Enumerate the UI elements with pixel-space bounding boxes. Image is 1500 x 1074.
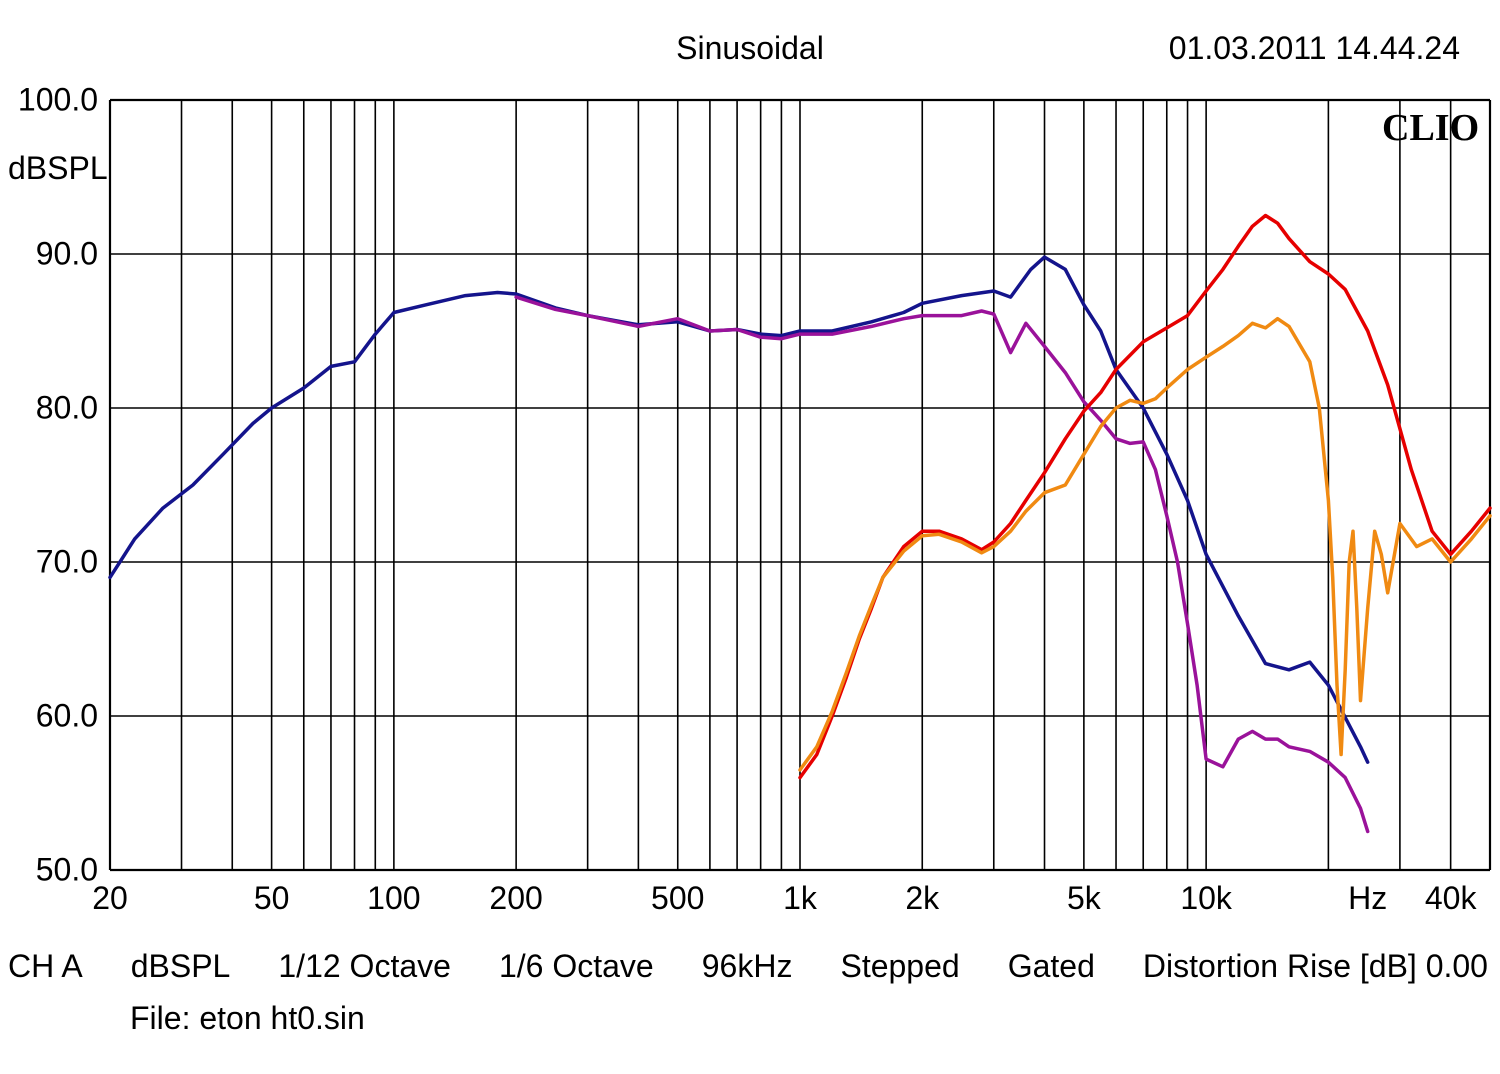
footer-item: 1/6 Octave xyxy=(499,948,654,985)
page-root: Sinusoidal 01.03.2011 14.44.24 dBSPL CLI… xyxy=(0,0,1500,1074)
footer-item: Gated xyxy=(1008,948,1095,985)
frequency-response-chart xyxy=(0,0,1500,1074)
x-tick: 2k xyxy=(905,880,939,917)
footer-item: 96kHz xyxy=(702,948,793,985)
y-tick: 80.0 xyxy=(8,390,98,427)
x-tick: 20 xyxy=(92,880,128,917)
x-tick: 1k xyxy=(783,880,817,917)
footer-status-row: CH A dBSPL 1/12 Octave 1/6 Octave 96kHz Stepp… xyxy=(0,948,1500,985)
x-tick: 5k xyxy=(1067,880,1101,917)
footer-item: dBSPL xyxy=(131,948,231,985)
footer-file-label: File: eton ht0.sin xyxy=(130,1000,365,1037)
y-tick: 60.0 xyxy=(8,698,98,735)
x-tick: Hz xyxy=(1348,880,1387,917)
y-tick: 70.0 xyxy=(8,544,98,581)
x-tick: 50 xyxy=(254,880,290,917)
x-tick: 500 xyxy=(651,880,704,917)
y-tick: 100.0 xyxy=(8,82,98,119)
x-tick: 10k xyxy=(1180,880,1232,917)
y-tick: 50.0 xyxy=(8,852,98,889)
x-tick: 100 xyxy=(367,880,420,917)
footer-item: CH A xyxy=(8,948,83,985)
footer-item: 1/12 Octave xyxy=(278,948,451,985)
footer-item: Distortion Rise [dB] 0.00 xyxy=(1143,948,1488,985)
y-axis-label: dBSPL xyxy=(8,150,108,187)
brand-watermark: CLIO xyxy=(1382,106,1479,150)
footer-item: Stepped xyxy=(840,948,959,985)
x-tick: 40k xyxy=(1425,880,1477,917)
y-tick: 90.0 xyxy=(8,236,98,273)
x-tick: 200 xyxy=(489,880,542,917)
